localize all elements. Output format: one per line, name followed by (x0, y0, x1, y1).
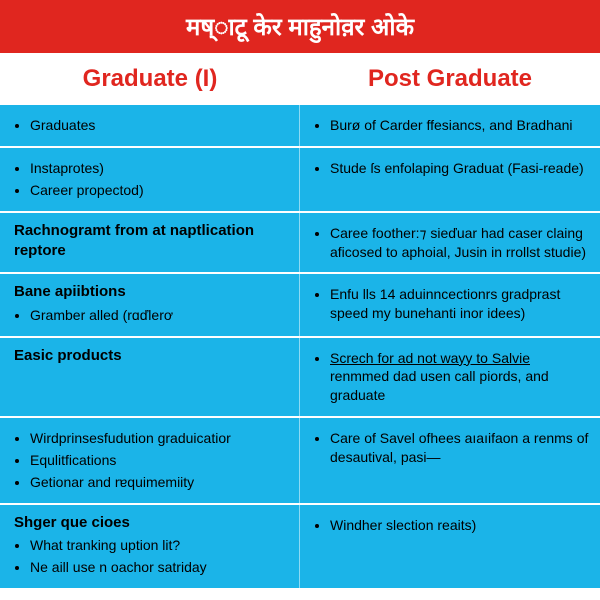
list-item: Instaprotes) (30, 159, 289, 178)
table-row: Bane apiibtions Gramber alled (rɑďlerơ Enf… (0, 274, 600, 337)
list-item: Equlitfications (30, 451, 289, 470)
table-cell: Enfu lls 14 aduinncectionrs gradprast sp… (300, 274, 600, 335)
table-cell: Wirdprinsesfudution graduicatior Equlitfi… (0, 418, 300, 503)
cell-list: Windher slection reaits) (314, 516, 590, 535)
cell-list: Instaprotes) Career propectod) (14, 159, 289, 200)
comparison-table: Graduates Burø of Carder ffesiancs, and B… (0, 105, 600, 590)
list-item: Ne aill use n oachor satriday (30, 558, 289, 577)
table-cell: Instaprotes) Career propectod) (0, 148, 300, 211)
table-row: Instaprotes) Career propectod) Stude ſs en… (0, 148, 600, 213)
table-cell: Bane apiibtions Gramber alled (rɑďlerơ (0, 274, 300, 335)
cell-list: Wirdprinsesfudution graduicatior Equlitfi… (14, 429, 289, 492)
table-row: Graduates Burø of Carder ffesiancs, and B… (0, 105, 600, 148)
cell-list: Burø of Carder ffesiancs, and Bradhani (314, 116, 590, 135)
list-item: Career propectod) (30, 181, 289, 200)
list-item: Getionar and rɐquimemiity (30, 473, 289, 492)
list-item: Gramber alled (rɑďlerơ (30, 306, 289, 325)
cell-list: Stude ſs enfolaping Graduat (Fasi-reade) (314, 159, 590, 178)
cell-list: Gramber alled (rɑďlerơ (14, 306, 289, 325)
header-right: Post Graduate (300, 53, 600, 105)
table-cell: Burø of Carder ffesiancs, and Bradhani (300, 105, 600, 146)
list-item: Enfu lls 14 aduinncectionrs gradprast sp… (330, 285, 590, 323)
cell-list: Care of Savel ofhees aıaıifaon a renms o… (314, 429, 590, 467)
table-cell: Shger que cioes What tranking uption lit?… (0, 505, 300, 588)
cell-list: Graduates (14, 116, 289, 135)
table-cell: Easic products (0, 338, 300, 417)
banner-title: मष्ाटू केर माहुनोव़र ओके (0, 0, 600, 53)
list-item: Graduates (30, 116, 289, 135)
table-cell: Care of Savel ofhees aıaıifaon a renms o… (300, 418, 600, 503)
list-item: Caree foother:⁊ sieďuar had caser claing… (330, 224, 590, 262)
table-row: Rachnogramt from at naptlication reptore… (0, 213, 600, 275)
list-item: Stude ſs enfolaping Graduat (Fasi-reade) (330, 159, 590, 178)
list-item: Burø of Carder ffesiancs, and Bradhani (330, 116, 590, 135)
table-cell: Screch for ad not wayy to Salvie renmmed… (300, 338, 600, 417)
list-item: Wirdprinsesfudution graduicatior (30, 429, 289, 448)
table-cell: Stude ſs enfolaping Graduat (Fasi-reade) (300, 148, 600, 211)
table-row: Easic products Screch for ad not wayy to … (0, 338, 600, 419)
cell-heading: Easic products (14, 346, 289, 366)
table-cell: Caree foother:⁊ sieďuar had caser claing… (300, 213, 600, 273)
table-row: Shger que cioes What tranking uption lit?… (0, 505, 600, 590)
cell-list: Enfu lls 14 aduinncectionrs gradprast sp… (314, 285, 590, 323)
list-item: Care of Savel ofhees aıaıifaon a renms o… (330, 429, 590, 467)
column-headers: Graduate (I) Post Graduate (0, 53, 600, 105)
cell-list: Screch for ad not wayy to Salvie renmmed… (314, 349, 590, 406)
list-item: What tranking uption lit? (30, 536, 289, 555)
cell-heading: Bane apiibtions (14, 282, 289, 302)
list-item: Windher slection reaits) (330, 516, 590, 535)
header-left: Graduate (I) (0, 53, 300, 105)
table-cell: Graduates (0, 105, 300, 146)
cell-list: Caree foother:⁊ sieďuar had caser claing… (314, 224, 590, 262)
list-item: Screch for ad not wayy to Salvie renmmed… (330, 349, 590, 406)
cell-heading: Shger que cioes (14, 513, 289, 533)
table-cell: Windher slection reaits) (300, 505, 600, 588)
cell-heading: Rachnogramt from at naptlication reptore (14, 221, 289, 262)
cell-list: What tranking uption lit? Ne aill use n o… (14, 536, 289, 577)
table-cell: Rachnogramt from at naptlication reptore (0, 213, 300, 273)
table-row: Wirdprinsesfudution graduicatior Equlitfi… (0, 418, 600, 505)
